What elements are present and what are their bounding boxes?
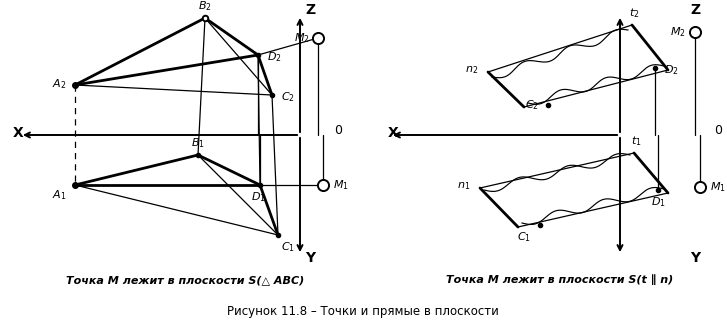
Text: $D_2$: $D_2$ [664, 63, 678, 77]
Text: Z: Z [690, 3, 700, 17]
Text: $t_2$: $t_2$ [629, 6, 639, 20]
Text: Точка М лежит в плоскости S(t ∥ n): Точка М лежит в плоскости S(t ∥ n) [446, 275, 674, 285]
Text: $M_2$: $M_2$ [294, 31, 310, 45]
Text: Рисунок 11.8 – Точки и прямые в плоскости: Рисунок 11.8 – Точки и прямые в плоскост… [227, 306, 499, 318]
Text: Точка М лежит в плоскости S(△ ABC): Точка М лежит в плоскости S(△ ABC) [66, 275, 304, 285]
Text: $M_1$: $M_1$ [333, 178, 349, 192]
Text: $A_2$: $A_2$ [52, 77, 66, 91]
Text: Z: Z [305, 3, 315, 17]
Text: Y: Y [690, 251, 700, 265]
Text: $D_1$: $D_1$ [651, 195, 665, 209]
Text: $C_2$: $C_2$ [281, 90, 295, 104]
Text: $D_1$: $D_1$ [251, 190, 265, 204]
Text: $C_1$: $C_1$ [281, 240, 295, 254]
Text: $M_2$: $M_2$ [670, 25, 686, 39]
Text: $A_1$: $A_1$ [52, 188, 66, 202]
Text: 0: 0 [334, 123, 342, 137]
Text: $B_2$: $B_2$ [198, 0, 212, 13]
Text: $D_2$: $D_2$ [267, 50, 281, 64]
Text: $C_1$: $C_1$ [517, 230, 531, 244]
Text: $B_1$: $B_1$ [191, 136, 205, 150]
Text: $C_2$: $C_2$ [525, 98, 539, 112]
Text: $t_1$: $t_1$ [631, 134, 641, 148]
Text: $n_2$: $n_2$ [465, 64, 478, 76]
Text: X: X [12, 126, 23, 140]
Text: $M_1$: $M_1$ [710, 180, 726, 194]
Text: X: X [387, 126, 398, 140]
Text: Y: Y [305, 251, 315, 265]
Text: $n_1$: $n_1$ [457, 180, 470, 192]
Text: 0: 0 [714, 123, 722, 137]
